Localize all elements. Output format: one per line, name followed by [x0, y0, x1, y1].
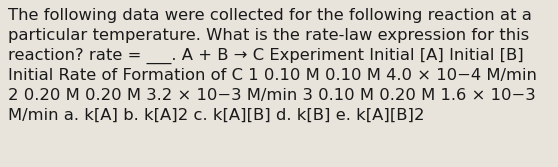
Text: The following data were collected for the following reaction at a
particular tem: The following data were collected for th… [8, 8, 537, 122]
